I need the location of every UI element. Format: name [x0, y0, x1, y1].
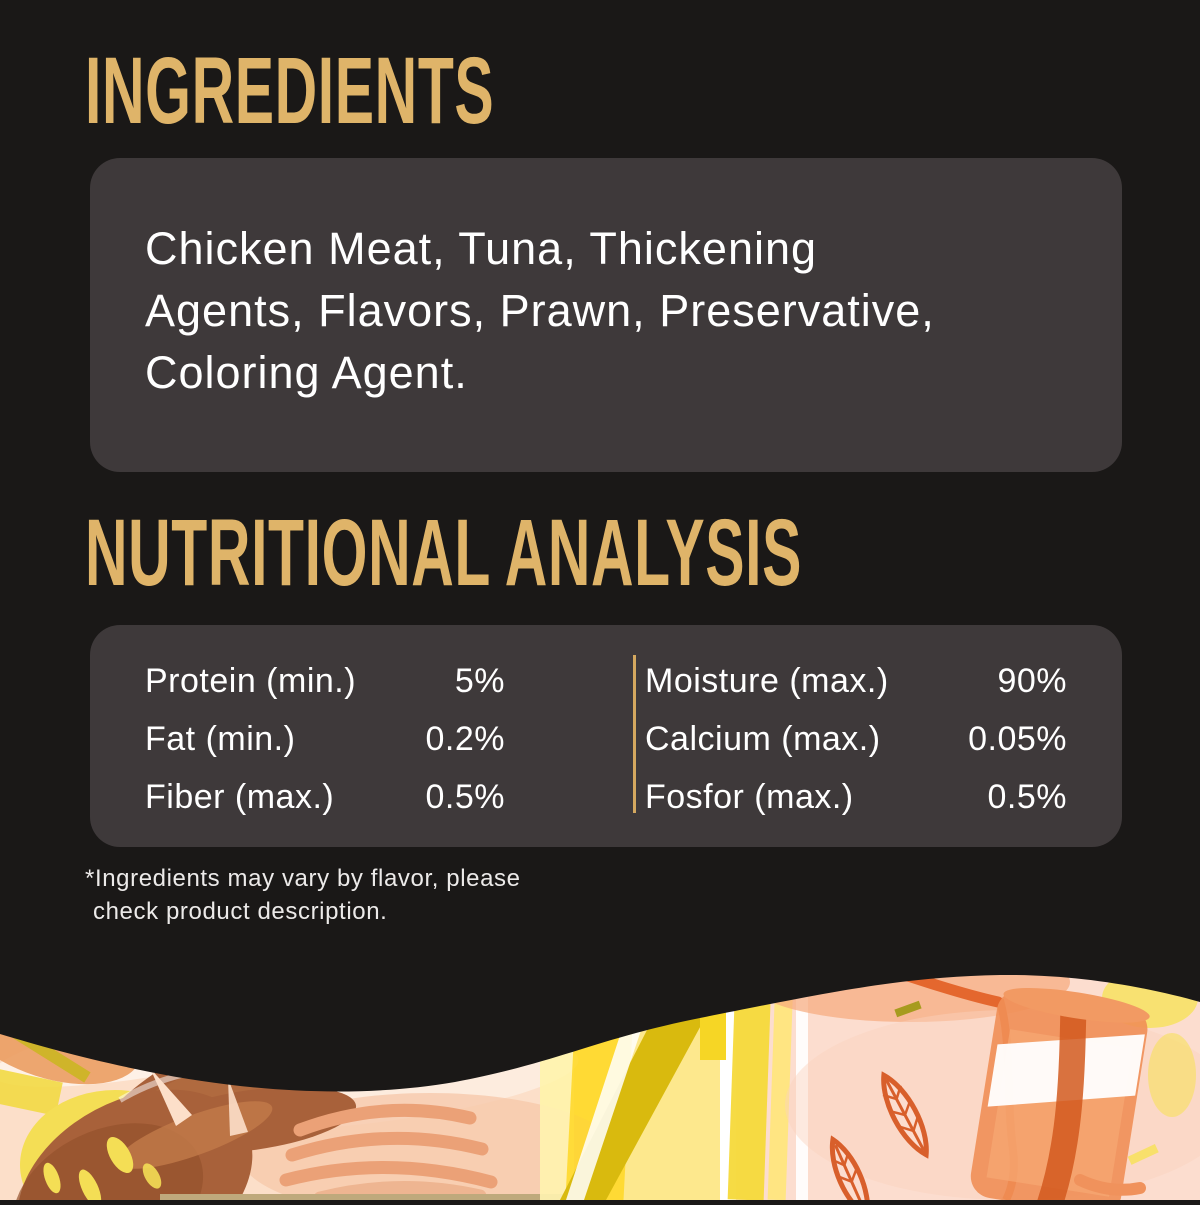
leaf-hole: [43, 1162, 61, 1194]
nutrition-row-fosfor: Fosfor (max.) 0.5%: [645, 768, 1067, 826]
nutrition-column-right: Moisture (max.) 90% Calcium (max.) 0.05%…: [645, 652, 1067, 847]
monstera-leaf-illustration: [12, 1045, 357, 1205]
tan-bottom-bar: [160, 1194, 580, 1200]
orange-scribble-strokes: [279, 1103, 498, 1205]
nutrition-row-fiber: Fiber (max.) 0.5%: [145, 768, 505, 826]
dark-wave-overlay: [0, 950, 1200, 1092]
disclaimer-line: *Ingredients may vary by flavor, please: [85, 865, 521, 892]
leaf-hole: [106, 1136, 134, 1174]
nutrition-row-protein: Protein (min.) 5%: [145, 652, 505, 710]
ingredients-disclaimer: *Ingredients may vary by flavor, please …: [85, 862, 521, 928]
nutrition-columns: Protein (min.) 5% Fat (min.) 0.2% Fiber …: [145, 652, 1067, 847]
nutrient-value: 0.5%: [425, 777, 505, 816]
nutritional-analysis-heading: NUTRITIONAL ANALYSIS: [85, 500, 803, 606]
nutrition-column-left: Protein (min.) 5% Fat (min.) 0.2% Fiber …: [145, 652, 505, 847]
nutrient-label: Protein (min.): [145, 661, 357, 700]
watercolor-glass-illustration: [970, 988, 1150, 1205]
nutrient-label: Moisture (max.): [645, 661, 889, 700]
column-divider-line: [633, 655, 636, 813]
ingredients-line: Agents, Flavors, Prawn, Preservative,: [145, 285, 935, 336]
ingredients-card: Chicken Meat, Tuna, Thickening Agents, F…: [90, 158, 1122, 472]
orange-accent-stroke: [1074, 1174, 1146, 1196]
nutrient-value: 0.5%: [987, 777, 1067, 816]
nutrient-label: Calcium (max.): [645, 719, 881, 758]
leaf-slit: [228, 1078, 248, 1136]
nutrient-label: Fat (min.): [145, 719, 296, 758]
outlined-leaf: [881, 1071, 929, 1159]
nutrient-value: 0.05%: [968, 719, 1067, 758]
disclaimer-line: check product description.: [93, 898, 388, 925]
ingredients-line: Coloring Agent.: [145, 347, 468, 398]
nutrient-value: 5%: [454, 661, 505, 700]
nutrient-value: 0.2%: [425, 719, 505, 758]
leaf-slit: [150, 1068, 192, 1126]
ingredients-line: Chicken Meat, Tuna, Thickening: [145, 223, 818, 274]
nutrition-row-moisture: Moisture (max.) 90%: [645, 652, 1067, 710]
nutrient-label: Fiber (max.): [145, 777, 335, 816]
nutrient-label: Fosfor (max.): [645, 777, 854, 816]
leaf-hole: [78, 1169, 102, 1205]
ingredients-text: Chicken Meat, Tuna, Thickening Agents, F…: [145, 218, 1067, 404]
leaf-hole: [142, 1163, 162, 1189]
watercolor-collage-svg: [0, 942, 1200, 1205]
nutritional-analysis-card: Protein (min.) 5% Fat (min.) 0.2% Fiber …: [90, 625, 1122, 847]
nutrition-row-fat: Fat (min.) 0.2%: [145, 710, 505, 768]
nutrition-row-calcium: Calcium (max.) 0.05%: [645, 710, 1067, 768]
nutrient-value: 90%: [997, 661, 1067, 700]
watercolor-footer-illustration: [0, 942, 1200, 1205]
ingredients-heading: INGREDIENTS: [85, 38, 495, 144]
